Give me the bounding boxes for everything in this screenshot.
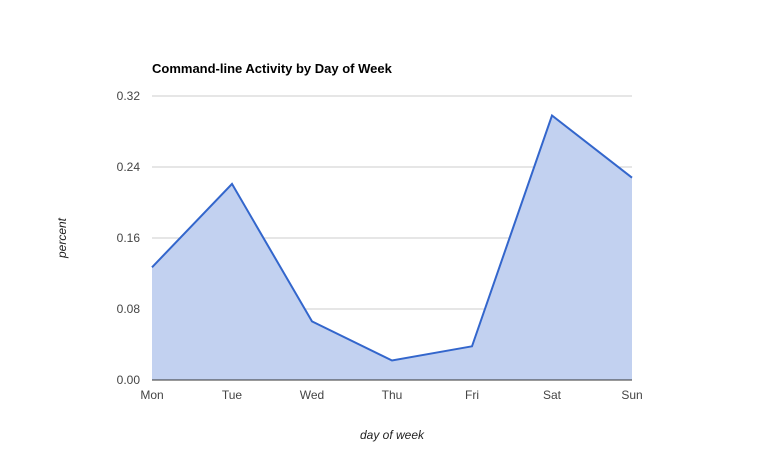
series-line (151, 113, 633, 362)
x-tick-label: Sun (621, 388, 642, 402)
chart-title: Command-line Activity by Day of Week (152, 61, 393, 76)
y-tick-label: 0.08 (117, 302, 141, 316)
x-tick-label: Fri (465, 388, 479, 402)
x-tick-label: Tue (222, 388, 243, 402)
x-tick-label: Sat (543, 388, 562, 402)
y-axis-title: percent (55, 217, 69, 259)
x-axis-title: day of week (360, 428, 425, 442)
tick-labels: 0.00 0.08 0.16 0.24 0.32 Mon Tue Wed Thu Fri Sat Su… (117, 89, 643, 402)
area-fill (152, 115, 632, 380)
y-tick-label: 0.00 (117, 373, 141, 387)
x-tick-label: Mon (140, 388, 163, 402)
x-tick-label: Wed (300, 388, 324, 402)
y-tick-label: 0.32 (117, 89, 141, 103)
y-tick-label: 0.24 (117, 160, 141, 174)
x-tick-label: Thu (382, 388, 403, 402)
y-tick-label: 0.16 (117, 231, 141, 245)
series-area (151, 113, 633, 380)
